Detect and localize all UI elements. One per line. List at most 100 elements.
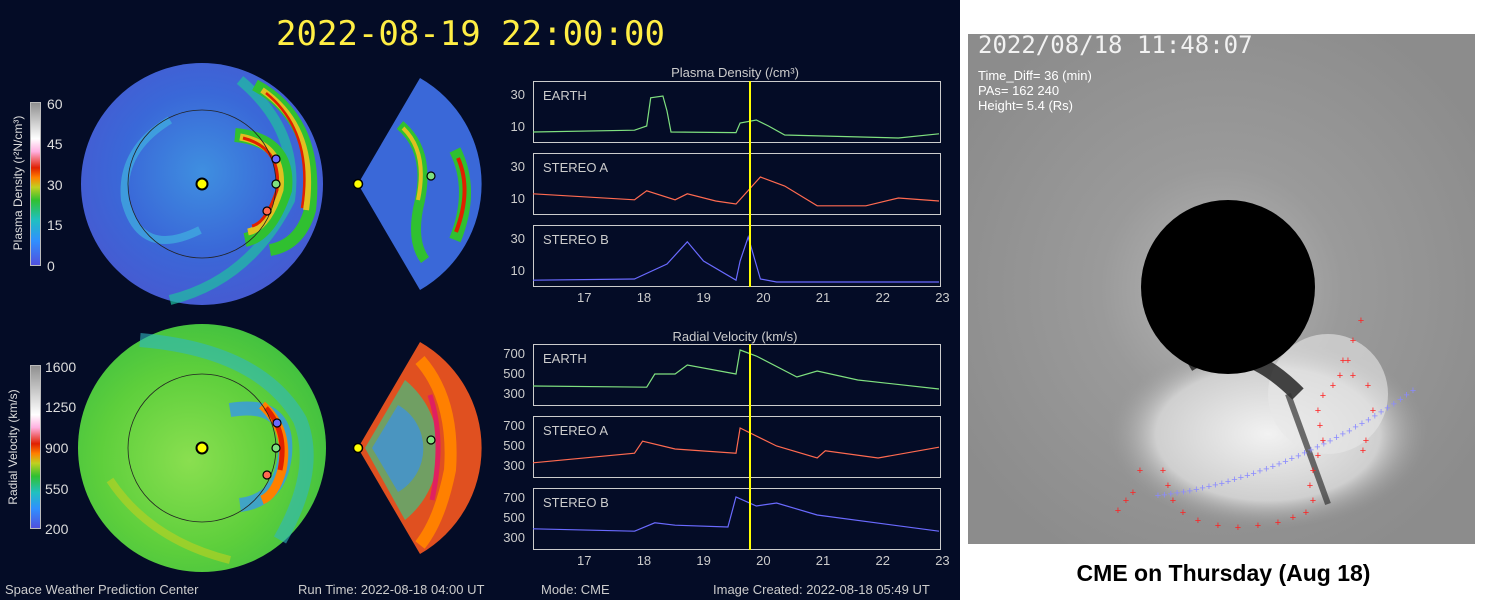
- x-tick-label: 21: [815, 290, 831, 305]
- y-tick-label: 300: [503, 530, 525, 545]
- plot-frame: [533, 225, 941, 287]
- x-tick-label: 17: [577, 553, 592, 568]
- density-tick: 15: [47, 217, 63, 233]
- measured-track-point: +: [1165, 480, 1171, 492]
- x-tick-label: 20: [756, 290, 771, 305]
- model-track-point: +: [1378, 407, 1384, 419]
- model-track-point: +: [1372, 411, 1378, 423]
- model-track-point: +: [1327, 435, 1333, 447]
- y-tick-label: 30: [510, 87, 525, 102]
- y-tick-label: 10: [510, 263, 525, 278]
- measured-track-point: +: [1315, 405, 1321, 417]
- measured-track-point: +: [1320, 435, 1326, 447]
- measured-track-point: +: [1330, 380, 1336, 392]
- velocity-ecliptic-disc: [78, 324, 326, 572]
- model-track-point: +: [1180, 487, 1186, 499]
- timeseries-curve: [532, 176, 940, 207]
- height-label: Height= 5.4 (Rs): [978, 98, 1074, 113]
- model-track-point: +: [1212, 480, 1218, 492]
- plot-frame: [533, 344, 941, 406]
- model-track-point: +: [1193, 484, 1199, 496]
- velocity-tick: 200: [45, 521, 69, 537]
- model-timestamp: 2022-08-19 22:00:00: [276, 14, 665, 54]
- measured-track-point: +: [1370, 405, 1376, 417]
- model-track-point: +: [1391, 398, 1397, 410]
- model-track-point: +: [1352, 422, 1358, 434]
- measured-track-point: +: [1160, 465, 1166, 477]
- model-track-point: +: [1359, 418, 1365, 430]
- x-tick-label: 19: [696, 290, 711, 305]
- footer-mode: Mode: CME: [541, 582, 610, 597]
- density-panel-title: Plasma Density (/cm³): [671, 65, 799, 80]
- velocity-meridional-wedge: [352, 342, 482, 554]
- velocity-tick: 1600: [45, 359, 77, 375]
- model-track-point: +: [1206, 481, 1212, 493]
- measured-track-point: +: [1363, 435, 1369, 447]
- measured-track-point: +: [1350, 335, 1356, 347]
- y-tick-label: 700: [503, 418, 525, 433]
- measured-track-point: +: [1235, 522, 1241, 534]
- velocity-tick: 550: [45, 481, 69, 497]
- measured-track-point: +: [1315, 450, 1321, 462]
- x-tick-label: 23: [935, 290, 950, 305]
- measured-track-point: +: [1345, 355, 1351, 367]
- model-track-point: +: [1321, 439, 1327, 451]
- caption: CME on Thursday (Aug 18): [1076, 560, 1371, 586]
- timeseries-curve: [532, 349, 940, 390]
- plot-label: STEREO A: [543, 423, 609, 438]
- footer-run-time: Run Time: 2022-08-18 04:00 UT: [298, 582, 485, 597]
- plot-label: STEREO B: [543, 495, 609, 510]
- measured-track-point: +: [1310, 495, 1316, 507]
- model-track-point: +: [1168, 489, 1174, 501]
- measured-track-point: +: [1340, 355, 1346, 367]
- y-tick-label: 300: [503, 458, 525, 473]
- footer-created: Image Created: 2022-08-18 05:49 UT: [713, 582, 930, 597]
- measured-track-point: +: [1275, 517, 1281, 529]
- model-track-point: +: [1257, 466, 1263, 478]
- y-tick-label: 500: [503, 366, 525, 381]
- plot-label: STEREO B: [543, 232, 609, 247]
- density-tick: 30: [47, 177, 63, 193]
- coronagraph-image: + + + + + + + + + + + + + + + + + + + + + + + + + + + + + + + + + + + + + + + +…: [968, 34, 1475, 544]
- timeseries-plots: [532, 81, 940, 550]
- measured-track-point: +: [1115, 505, 1121, 517]
- model-track-point: +: [1199, 483, 1205, 495]
- density-tick: 45: [47, 136, 63, 152]
- measured-track-point: +: [1350, 370, 1356, 382]
- density-tick: 0: [47, 258, 55, 274]
- model-track-point: +: [1301, 448, 1307, 460]
- model-track-blue: + + + + + + + + + + + + + + + + + + + + + + + + + + + + + + + + + + + + + + + +…: [1155, 385, 1416, 502]
- velocity-panel-title: Radial Velocity (km/s): [672, 329, 798, 344]
- measured-track-point: +: [1358, 315, 1364, 327]
- measured-track-point: +: [1180, 507, 1186, 519]
- velocity-tick: 1250: [45, 399, 77, 415]
- density-meridional-wedge: [352, 78, 482, 290]
- model-track-point: +: [1174, 488, 1180, 500]
- x-tick-label: 18: [636, 553, 652, 568]
- x-tick-label: 22: [875, 553, 890, 568]
- plot-frame: [533, 81, 941, 143]
- model-track-point: +: [1225, 476, 1231, 488]
- density-tick: 60: [47, 96, 63, 112]
- model-track-point: +: [1365, 414, 1371, 426]
- y-tick-label: 30: [510, 159, 525, 174]
- measured-track-point: +: [1170, 495, 1176, 507]
- velocity-colorbar: [30, 365, 41, 529]
- time-diff-label: Time_Diff= 36 (min): [978, 68, 1092, 83]
- x-tick-label: 20: [756, 553, 771, 568]
- model-track-point: +: [1333, 432, 1339, 444]
- model-track-point: +: [1340, 429, 1346, 441]
- measured-track-red: +++++ + + + + + ++++++++++++++++++++++++: [1115, 315, 1376, 534]
- y-tick-label: 30: [510, 231, 525, 246]
- y-tick-label: 500: [503, 438, 525, 453]
- model-track-point: +: [1384, 403, 1390, 415]
- plot-frame: [533, 488, 941, 550]
- measured-track-point: +: [1317, 420, 1323, 432]
- timeseries-curve: [532, 496, 940, 532]
- plot-label: STEREO A: [543, 160, 609, 175]
- model-track-point: +: [1346, 425, 1352, 437]
- model-track-point: +: [1295, 450, 1301, 462]
- enlil-model-frame: 2022-08-19 22:00:00 Plasma Density (r²N/…: [0, 0, 960, 600]
- model-track-point: +: [1155, 490, 1161, 502]
- measured-track-point: +: [1123, 495, 1129, 507]
